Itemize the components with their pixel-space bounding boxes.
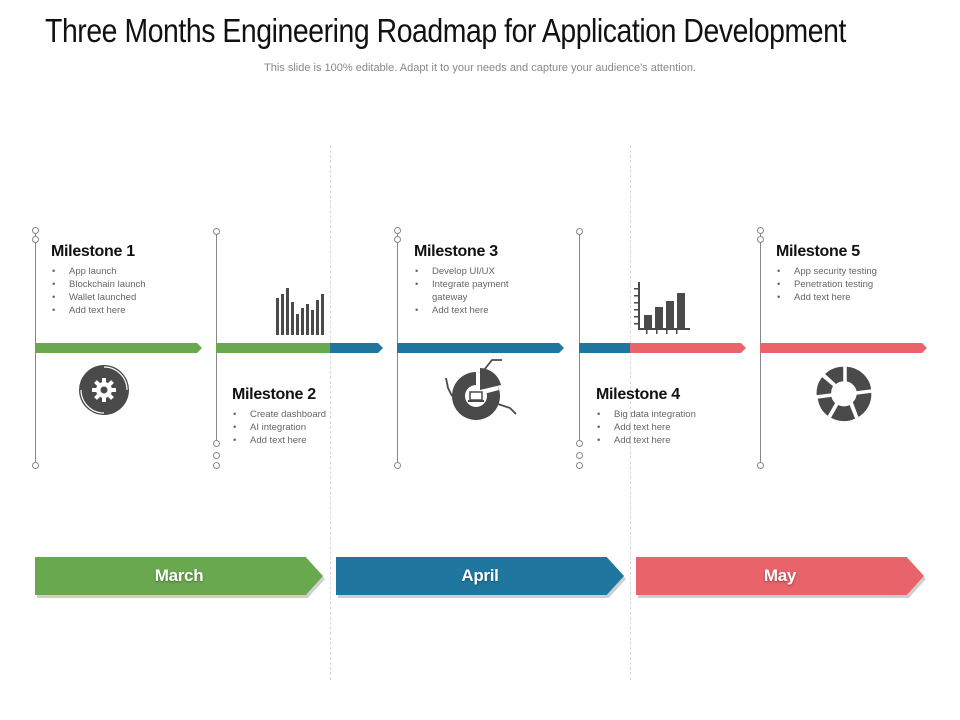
milestone-item: AI integration <box>232 421 382 434</box>
milestone-title: Milestone 4 <box>596 386 680 403</box>
milestone-item: Develop UI/UX <box>414 265 529 278</box>
month-march: March <box>35 557 323 595</box>
page-title: Three Months Engineering Roadmap for App… <box>45 12 846 49</box>
milestone-title: Milestone 3 <box>414 243 498 260</box>
milestone-title: Milestone 5 <box>776 243 860 260</box>
milestone-item: Add text here <box>51 304 201 317</box>
milestone-item: Blockchain launch <box>51 278 201 291</box>
milestone-item: Create dashboard <box>232 408 382 421</box>
timeline-segment-5 <box>760 343 927 353</box>
milestone-2: Milestone 2 Create dashboard AI integrat… <box>232 386 382 447</box>
milestone-title: Milestone 1 <box>51 243 135 260</box>
milestone-4: Milestone 4 Big data integration Add tex… <box>596 386 746 447</box>
growth-chart-icon <box>634 282 690 334</box>
donut-icon <box>815 366 873 423</box>
milestone-item: Add text here <box>414 304 529 317</box>
bar-chart-icon <box>276 288 324 335</box>
milestone-title: Milestone 2 <box>232 386 316 403</box>
timeline-segment-1 <box>35 343 202 353</box>
milestone-5: Milestone 5 App security testing Penetra… <box>776 243 926 304</box>
milestone-1: Milestone 1 App launch Blockchain launch… <box>51 243 201 317</box>
milestone-item: Big data integration <box>596 408 746 421</box>
gear-icon <box>79 365 129 415</box>
month-april: April <box>336 557 624 595</box>
milestone-item: Wallet launched <box>51 291 201 304</box>
timeline-segment-2a <box>216 343 330 353</box>
laptop-donut-icon <box>445 359 517 420</box>
timeline-segment-4b <box>630 343 746 353</box>
milestone-item: App security testing <box>776 265 926 278</box>
milestone-item: Add text here <box>776 291 926 304</box>
month-may: May <box>636 557 924 595</box>
page-subtitle: This slide is 100% editable. Adapt it to… <box>264 62 696 74</box>
timeline-segment-2b <box>330 343 383 353</box>
milestone-item: Penetration testing <box>776 278 926 291</box>
milestone-item: Add text here <box>596 421 746 434</box>
timeline-arrows <box>35 343 927 353</box>
milestone-item: Add text here <box>232 434 382 447</box>
milestone-item: Add text here <box>596 434 746 447</box>
milestone-item: App launch <box>51 265 201 278</box>
milestone-3: Milestone 3 Develop UI/UX Integrate paym… <box>414 243 529 317</box>
timeline-segment-4a <box>579 343 630 353</box>
milestone-item: Integrate payment gateway <box>414 278 529 304</box>
timeline-segment-3 <box>397 343 564 353</box>
